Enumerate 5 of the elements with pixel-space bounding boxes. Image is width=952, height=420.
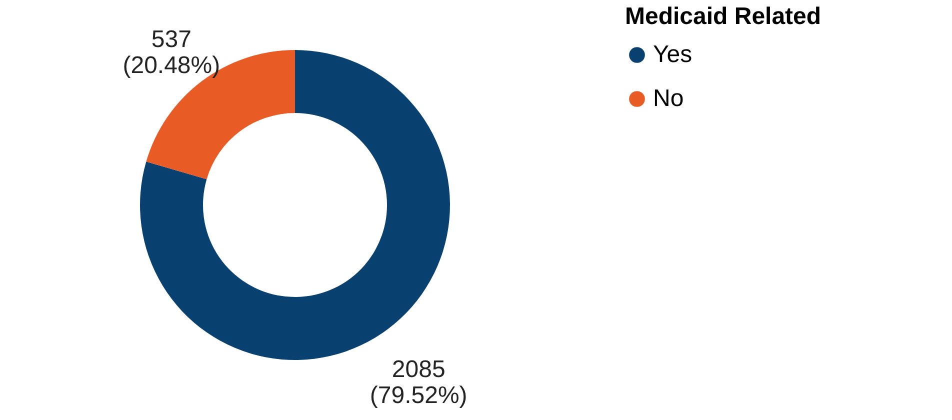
legend-label: Yes xyxy=(653,41,692,68)
data-label: 537 (20.48%) xyxy=(122,26,220,80)
data-label: 2085 (79.52%) xyxy=(370,356,468,409)
legend-label: No xyxy=(653,85,684,112)
legend-title: Medicaid Related xyxy=(625,3,822,30)
